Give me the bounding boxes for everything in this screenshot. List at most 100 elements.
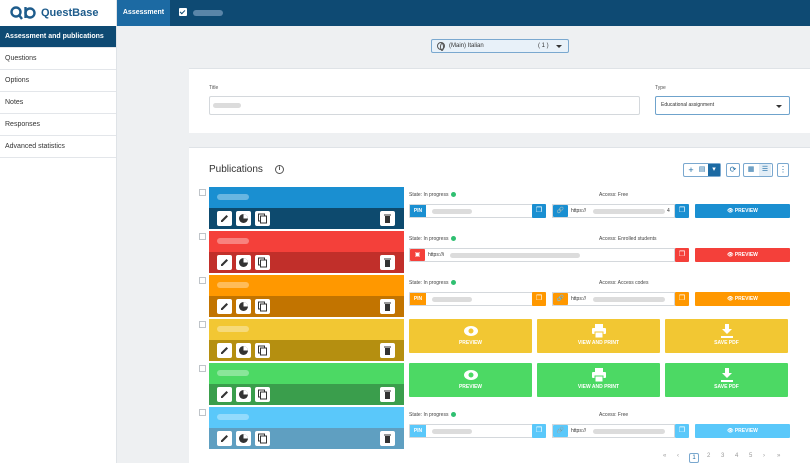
publication-tile[interactable] <box>209 231 404 273</box>
preview-button[interactable]: 👁 PREVIEW <box>695 204 790 218</box>
publication-checkbox[interactable] <box>199 409 206 416</box>
type-select[interactable]: Educational assignment <box>655 96 790 115</box>
publication-checkbox[interactable] <box>199 233 206 240</box>
publication-tile[interactable] <box>209 363 404 405</box>
refresh-button[interactable]: ⟳ <box>726 163 740 177</box>
preview-button[interactable]: 👁 PREVIEW <box>695 424 790 438</box>
link-field[interactable]: ▣ https://i <box>409 248 675 262</box>
pie-chart-icon[interactable] <box>236 299 251 314</box>
first-page-button[interactable]: « <box>663 453 667 459</box>
blurred-tab-title[interactable] <box>193 10 223 16</box>
copy-icon[interactable] <box>255 431 270 446</box>
copy-pin-button[interactable]: ❐ <box>532 204 546 218</box>
preview-button[interactable]: PREVIEW <box>409 363 532 397</box>
chevron-down-icon[interactable]: ▾ <box>708 164 720 176</box>
copy-icon[interactable] <box>255 211 270 226</box>
title-input[interactable] <box>209 96 640 115</box>
trash-icon[interactable] <box>380 343 395 358</box>
trash-icon[interactable] <box>380 431 395 446</box>
copy-link-button[interactable]: ❐ <box>675 248 689 262</box>
page-2-button[interactable]: 2 <box>707 453 711 459</box>
sidebar-item-notes[interactable]: Notes <box>0 92 116 114</box>
publication-checkbox[interactable] <box>199 321 206 328</box>
pie-chart-icon[interactable] <box>236 431 251 446</box>
publication-tile[interactable] <box>209 275 404 317</box>
link-field[interactable]: 🔗 https:// <box>552 424 675 438</box>
copy-icon[interactable] <box>255 343 270 358</box>
sidebar-item-questions[interactable]: Questions <box>0 48 116 70</box>
status-dot <box>451 192 457 197</box>
preview-button-label: PREVIEW <box>734 428 758 434</box>
link-icon: 🔗 <box>553 425 568 437</box>
document-icon[interactable]: ▤ <box>698 166 706 173</box>
copy-link-button[interactable]: ❐ <box>675 204 689 218</box>
chevron-down-icon <box>776 105 782 108</box>
pencil-icon[interactable] <box>217 387 232 402</box>
copy-icon[interactable] <box>255 255 270 270</box>
save-pdf-button[interactable]: SAVE PDF <box>665 363 788 397</box>
page-1-button[interactable]: 1 <box>689 453 699 463</box>
publication-checkbox[interactable] <box>199 277 206 284</box>
prev-page-button[interactable]: ‹ <box>677 453 679 459</box>
copy-link-button[interactable]: ❐ <box>675 292 689 306</box>
checkbox-icon[interactable] <box>179 8 187 16</box>
eye-icon: 👁 <box>727 428 735 434</box>
preview-button[interactable]: 👁 PREVIEW <box>695 248 790 262</box>
tab-assessment[interactable]: Assessment <box>117 0 170 26</box>
pie-chart-icon[interactable] <box>236 387 251 402</box>
preview-button[interactable]: 👁 PREVIEW <box>695 292 790 306</box>
link-value-blurred <box>593 209 665 214</box>
sidebar-item-options[interactable]: Options <box>0 70 116 92</box>
last-page-button[interactable]: » <box>777 453 781 459</box>
preview-button[interactable]: PREVIEW <box>409 319 532 353</box>
publication-tile[interactable] <box>209 187 404 229</box>
pencil-icon[interactable] <box>217 255 232 270</box>
info-icon[interactable]: i <box>275 165 284 174</box>
pie-chart-icon[interactable] <box>236 255 251 270</box>
pin-field[interactable]: PIN <box>409 204 546 218</box>
publication-checkbox[interactable] <box>199 189 206 196</box>
save-pdf-button[interactable]: SAVE PDF <box>665 319 788 353</box>
sidebar-item-responses[interactable]: Responses <box>0 114 116 136</box>
logo[interactable]: QuestBase <box>0 0 116 26</box>
grid-view-icon[interactable]: ▦ <box>747 166 755 173</box>
copy-pin-button[interactable]: ❐ <box>532 292 546 306</box>
pie-chart-icon[interactable] <box>236 211 251 226</box>
pin-value-blurred <box>432 209 472 214</box>
view-and-print-button[interactable]: VIEW AND PRINT <box>537 363 660 397</box>
copy-icon[interactable] <box>255 299 270 314</box>
pin-field[interactable]: PIN <box>409 424 546 438</box>
more-options-button[interactable]: ⋮ <box>777 163 789 177</box>
pencil-icon[interactable] <box>217 211 232 226</box>
pin-field[interactable]: PIN <box>409 292 546 306</box>
language-select[interactable]: (Main) Italian ( 1 ) <box>431 39 569 53</box>
page-4-button[interactable]: 4 <box>735 453 739 459</box>
trash-icon[interactable] <box>380 299 395 314</box>
pencil-icon[interactable] <box>217 299 232 314</box>
publication-checkbox[interactable] <box>199 365 206 372</box>
next-page-button[interactable]: › <box>763 453 765 459</box>
trash-icon[interactable] <box>380 387 395 402</box>
add-icon[interactable]: + <box>688 165 694 175</box>
pencil-icon[interactable] <box>217 343 232 358</box>
publication-tile[interactable] <box>209 319 404 361</box>
pie-chart-icon[interactable] <box>236 343 251 358</box>
trash-icon[interactable] <box>380 255 395 270</box>
save-pdf-button-label: SAVE PDF <box>714 384 739 390</box>
copy-link-button[interactable]: ❐ <box>675 424 689 438</box>
copy-icon[interactable] <box>255 387 270 402</box>
list-view-icon[interactable]: ☰ <box>759 164 771 176</box>
add-publication-group: + ▤ ▾ <box>683 163 721 177</box>
link-field[interactable]: 🔗 https:// 4 <box>552 204 675 218</box>
trash-icon[interactable] <box>380 211 395 226</box>
page-5-button[interactable]: 5 <box>749 453 753 459</box>
view-and-print-button[interactable]: VIEW AND PRINT <box>537 319 660 353</box>
app-name: QuestBase <box>41 7 99 19</box>
sidebar-item-advanced-statistics[interactable]: Advanced statistics <box>0 136 116 158</box>
publication-tile[interactable] <box>209 407 404 449</box>
page-3-button[interactable]: 3 <box>721 453 725 459</box>
sidebar-item-assessment-and-publications[interactable]: Assessment and publications <box>0 26 116 48</box>
copy-pin-button[interactable]: ❐ <box>532 424 546 438</box>
link-field[interactable]: 🔗 https:// <box>552 292 675 306</box>
pencil-icon[interactable] <box>217 431 232 446</box>
